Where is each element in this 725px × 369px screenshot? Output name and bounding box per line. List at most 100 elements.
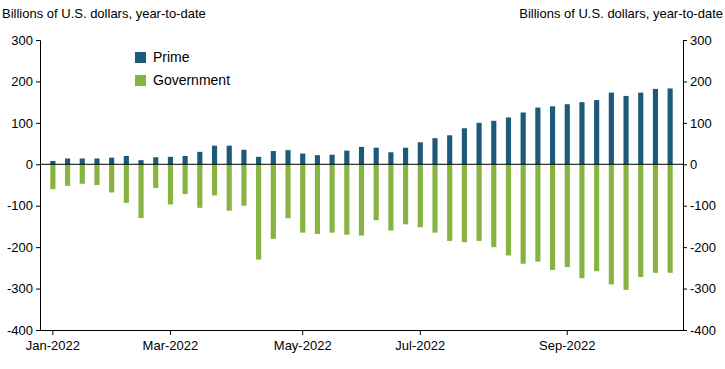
tick-label: -400 (7, 323, 33, 338)
tick: -300 (683, 281, 716, 296)
bar (462, 128, 467, 164)
tick: -400 (683, 323, 716, 338)
bar (315, 155, 320, 164)
bar (212, 146, 217, 165)
bar (668, 88, 673, 164)
bar (565, 164, 570, 267)
bar (256, 157, 261, 164)
bar (506, 117, 511, 164)
tick-mark (36, 289, 40, 290)
bar (153, 164, 158, 188)
tick-mark (52, 330, 53, 335)
tick-mark (420, 330, 421, 335)
tick: Sep-2022 (539, 330, 595, 353)
bar (168, 157, 173, 164)
bar (491, 164, 496, 247)
bar (653, 164, 658, 273)
bar (124, 164, 129, 203)
legend-label: Prime (153, 49, 190, 65)
tick-label: Mar-2022 (143, 338, 199, 353)
bar (521, 113, 526, 165)
tick-label: 100 (690, 116, 712, 131)
axis-line (40, 330, 683, 331)
bar (579, 102, 584, 164)
tick-label: -100 (7, 198, 33, 213)
tick-label: -400 (690, 323, 716, 338)
tick: 200 (11, 74, 40, 89)
axis: -400 -300 -200 -100 0 100 200 300 (683, 33, 716, 338)
bar (668, 164, 673, 273)
bar (212, 164, 217, 195)
tick: -200 (7, 240, 40, 255)
bar (359, 164, 364, 235)
tick: 200 (683, 74, 712, 89)
bar (550, 164, 555, 270)
bar (183, 156, 188, 164)
tick-label: Sep-2022 (539, 338, 595, 353)
tick: 0 (26, 157, 40, 172)
tick-label: 300 (690, 33, 712, 48)
bar (491, 121, 496, 164)
bar (653, 89, 658, 164)
tick: 0 (683, 157, 697, 172)
bar (153, 157, 158, 164)
tick-mark (683, 40, 687, 41)
bar (315, 164, 320, 234)
legend-label: Government (153, 72, 230, 88)
bar (241, 150, 246, 165)
tick-mark (36, 330, 40, 331)
bar (535, 108, 540, 165)
bar (388, 152, 393, 164)
bar (168, 164, 173, 204)
bar (300, 154, 305, 165)
tick: -400 (7, 323, 40, 338)
bar (241, 164, 246, 205)
bar (447, 164, 452, 241)
tick-label: May-2022 (274, 338, 332, 353)
tick-label: 300 (11, 33, 33, 48)
bar (330, 164, 335, 232)
tick-mark (36, 206, 40, 207)
tick-label: 100 (11, 116, 33, 131)
tick: -300 (7, 281, 40, 296)
tick: -200 (683, 240, 716, 255)
bar (227, 164, 232, 210)
axis-line (684, 41, 688, 331)
tick-mark (36, 40, 40, 41)
bar (80, 164, 85, 183)
bar (344, 151, 349, 165)
tick: -100 (683, 198, 716, 213)
bar (359, 147, 364, 164)
bar (94, 158, 99, 164)
tick-label: -300 (7, 281, 33, 296)
bar (197, 152, 202, 164)
bar (418, 164, 423, 227)
bar (138, 164, 143, 218)
plot-area (50, 88, 672, 289)
tick-label: Jul-2022 (395, 338, 445, 353)
zero-line (40, 164, 683, 165)
bar (594, 164, 599, 271)
tick-mark (567, 330, 568, 335)
bar (579, 164, 584, 278)
tick-mark (683, 289, 687, 290)
bar (432, 164, 437, 232)
tick: 100 (11, 116, 40, 131)
tick-label: Jan-2022 (26, 338, 80, 353)
tick-mark (683, 206, 687, 207)
bar (197, 164, 202, 208)
tick-mark (683, 81, 687, 82)
bar (594, 100, 599, 164)
tick-label: -100 (690, 198, 716, 213)
bar (447, 135, 452, 164)
bar (50, 164, 55, 189)
bar (477, 123, 482, 164)
tick-mark (170, 330, 171, 335)
bar (477, 164, 482, 241)
axis: Jan-2022 Mar-2022 May-2022 Jul-2022 Sep-2022 (26, 330, 683, 353)
tick: Jan-2022 (26, 330, 80, 353)
tick: -100 (7, 198, 40, 213)
bar (65, 164, 70, 186)
tick-mark (302, 330, 303, 335)
tick-label: 200 (690, 74, 712, 89)
